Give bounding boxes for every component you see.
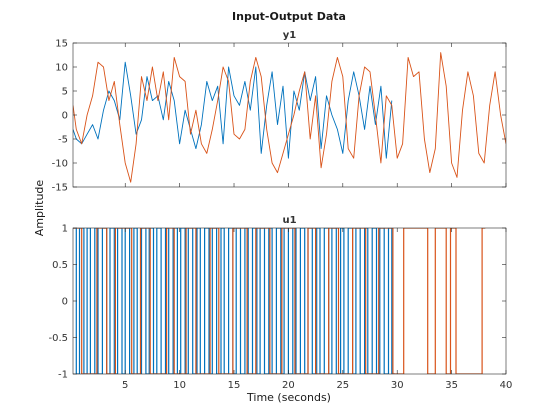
x-tick-label: 40 [500,380,513,391]
y-tick-label: 1 [62,224,68,235]
series-group [73,228,486,374]
y-tick-label: 0 [62,297,68,308]
y-tick-label: 0 [62,111,68,122]
x-tick-label: 15 [228,380,241,391]
x-tick-label: 20 [282,380,295,391]
plot-area [73,43,506,187]
y-tick-label: -1 [58,370,68,381]
x-tick-label: 10 [173,380,186,391]
axes-u1: u1-1-0.500.515 10 15 20 25 30 35 40 [48,215,512,391]
x-tick-label: 35 [445,380,458,391]
figure-title: Input-Output Data [232,10,346,23]
plot-area [73,228,506,374]
series-group [73,52,506,183]
y-tick-label: 0.5 [52,260,68,271]
y-tick-label: 15 [55,39,68,50]
series-line-y1-2 [73,52,506,183]
subplot-title: u1 [282,215,296,226]
x-tick-label: 25 [336,380,349,391]
axes-y1: y1 -15 -10 -5 0 5 10 15 [52,30,507,194]
subplot-title: y1 [283,30,297,41]
x-tick-label: 30 [391,380,404,391]
series-line-y1-1 [73,61,393,159]
x-tick-label: 5 [122,380,128,391]
y-axis-label: Amplitude [33,180,46,237]
y-tick-label: -5 [58,135,68,146]
y-tick-label: -0.5 [48,333,68,344]
x-axis-label: Time (seconds) [246,391,331,404]
series-line-u1-2 [73,228,486,374]
y-tick-label: -10 [52,159,68,170]
y-tick-label: -15 [52,183,68,194]
y-tick-label: 10 [55,63,68,74]
y-tick-label: 5 [62,87,68,98]
